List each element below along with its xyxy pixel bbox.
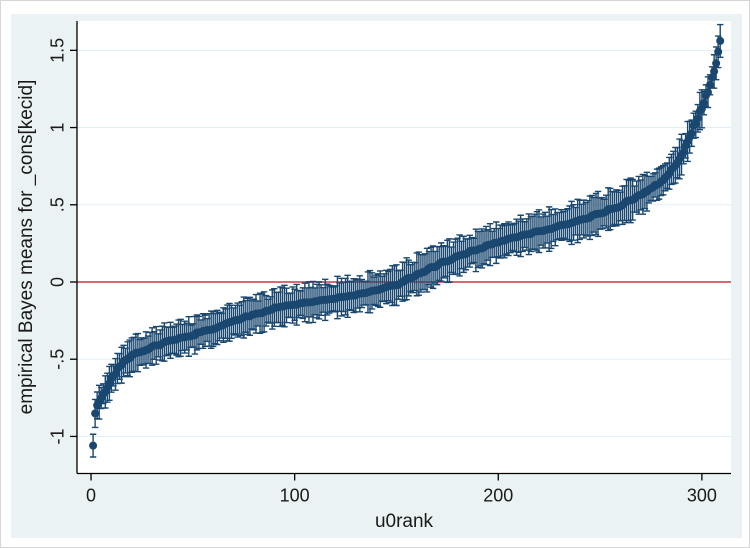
x-tick-label: 200: [483, 486, 513, 506]
data-point: [687, 129, 696, 138]
y-tick-label: 1: [48, 123, 68, 133]
data-point: [710, 67, 719, 76]
data-point: [91, 409, 100, 418]
axis-ticks: [70, 49, 703, 481]
y-tick-label: 0: [48, 277, 68, 287]
y-tick-label: -1: [48, 428, 68, 444]
axis-tick-labels: -1 -.5 0 .5 1 1.5 0 100 200 300: [48, 38, 717, 506]
y-axis-title: empirical Bayes means for _cons[kecid]: [16, 80, 37, 415]
data-point: [716, 36, 725, 45]
data-point: [693, 114, 702, 123]
data-point: [89, 441, 98, 450]
plot-area: [77, 21, 731, 474]
x-tick-label: 100: [280, 486, 310, 506]
data-point: [679, 148, 688, 157]
y-tick-label: 1.5: [48, 38, 68, 63]
x-axis-title: u0rank: [375, 511, 434, 532]
data-point: [714, 47, 723, 56]
data-point: [706, 80, 715, 89]
data-point-markers: [89, 36, 725, 450]
axes: [76, 21, 731, 475]
y-tick-label: -.5: [48, 349, 68, 370]
x-tick-label: 0: [86, 486, 96, 506]
data-point: [691, 120, 700, 129]
x-tick-label: 300: [687, 486, 717, 506]
y-tick-label: .5: [48, 197, 68, 212]
data-point: [699, 99, 708, 108]
data-point: [712, 59, 721, 68]
data-point: [703, 88, 712, 97]
